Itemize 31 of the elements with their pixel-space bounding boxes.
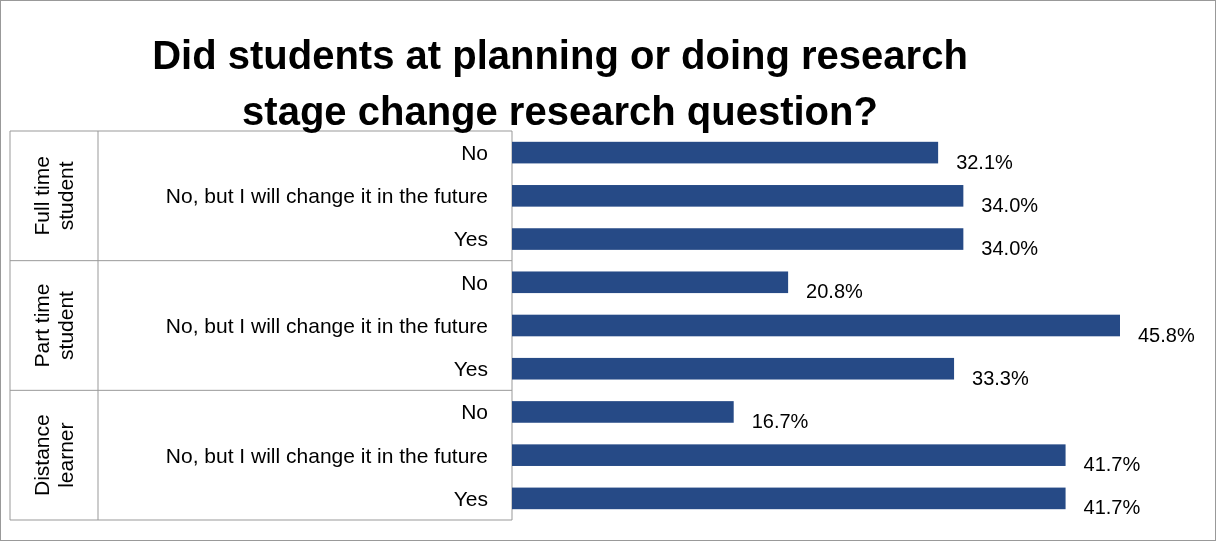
y-tick-label: Yes	[453, 486, 488, 510]
y-tick-label: Yes	[453, 357, 488, 381]
bar	[512, 444, 1066, 466]
data-label: 41.7%	[1083, 496, 1141, 519]
data-label: 32.1%	[956, 150, 1014, 173]
chart-title: Did students at planning or doing research stage change research question?	[152, 33, 968, 133]
data-label: 34.0%	[981, 237, 1039, 260]
y-tick-label: Yes	[453, 227, 488, 251]
y-tick-label: No, but I will change it in the future	[165, 443, 488, 467]
data-label: 33.3%	[972, 366, 1029, 389]
bar	[512, 228, 964, 250]
bar	[512, 401, 734, 423]
text: Distance learner	[30, 414, 78, 497]
data-label: 34.0%	[981, 193, 1039, 216]
data-label: 20.8%	[806, 280, 864, 303]
bar	[512, 487, 1066, 510]
bar	[512, 314, 1120, 337]
data-label: 16.7%	[751, 409, 809, 432]
bar	[512, 271, 789, 294]
bar	[512, 141, 939, 164]
y-tick-label: No	[461, 400, 488, 424]
bar	[512, 357, 955, 380]
text: Part time student	[30, 283, 78, 368]
data-label: 45.8%	[1138, 323, 1195, 346]
y-tick-label: No, but I will change it in the future	[165, 313, 488, 337]
y-tick-label: No, but I will change it in the future	[165, 184, 488, 208]
bar	[512, 185, 964, 207]
data-label: 41.7%	[1083, 453, 1141, 476]
y-tick-label: No	[461, 140, 488, 164]
y-tick-label: No	[461, 270, 488, 294]
text: Full time student	[30, 156, 78, 236]
